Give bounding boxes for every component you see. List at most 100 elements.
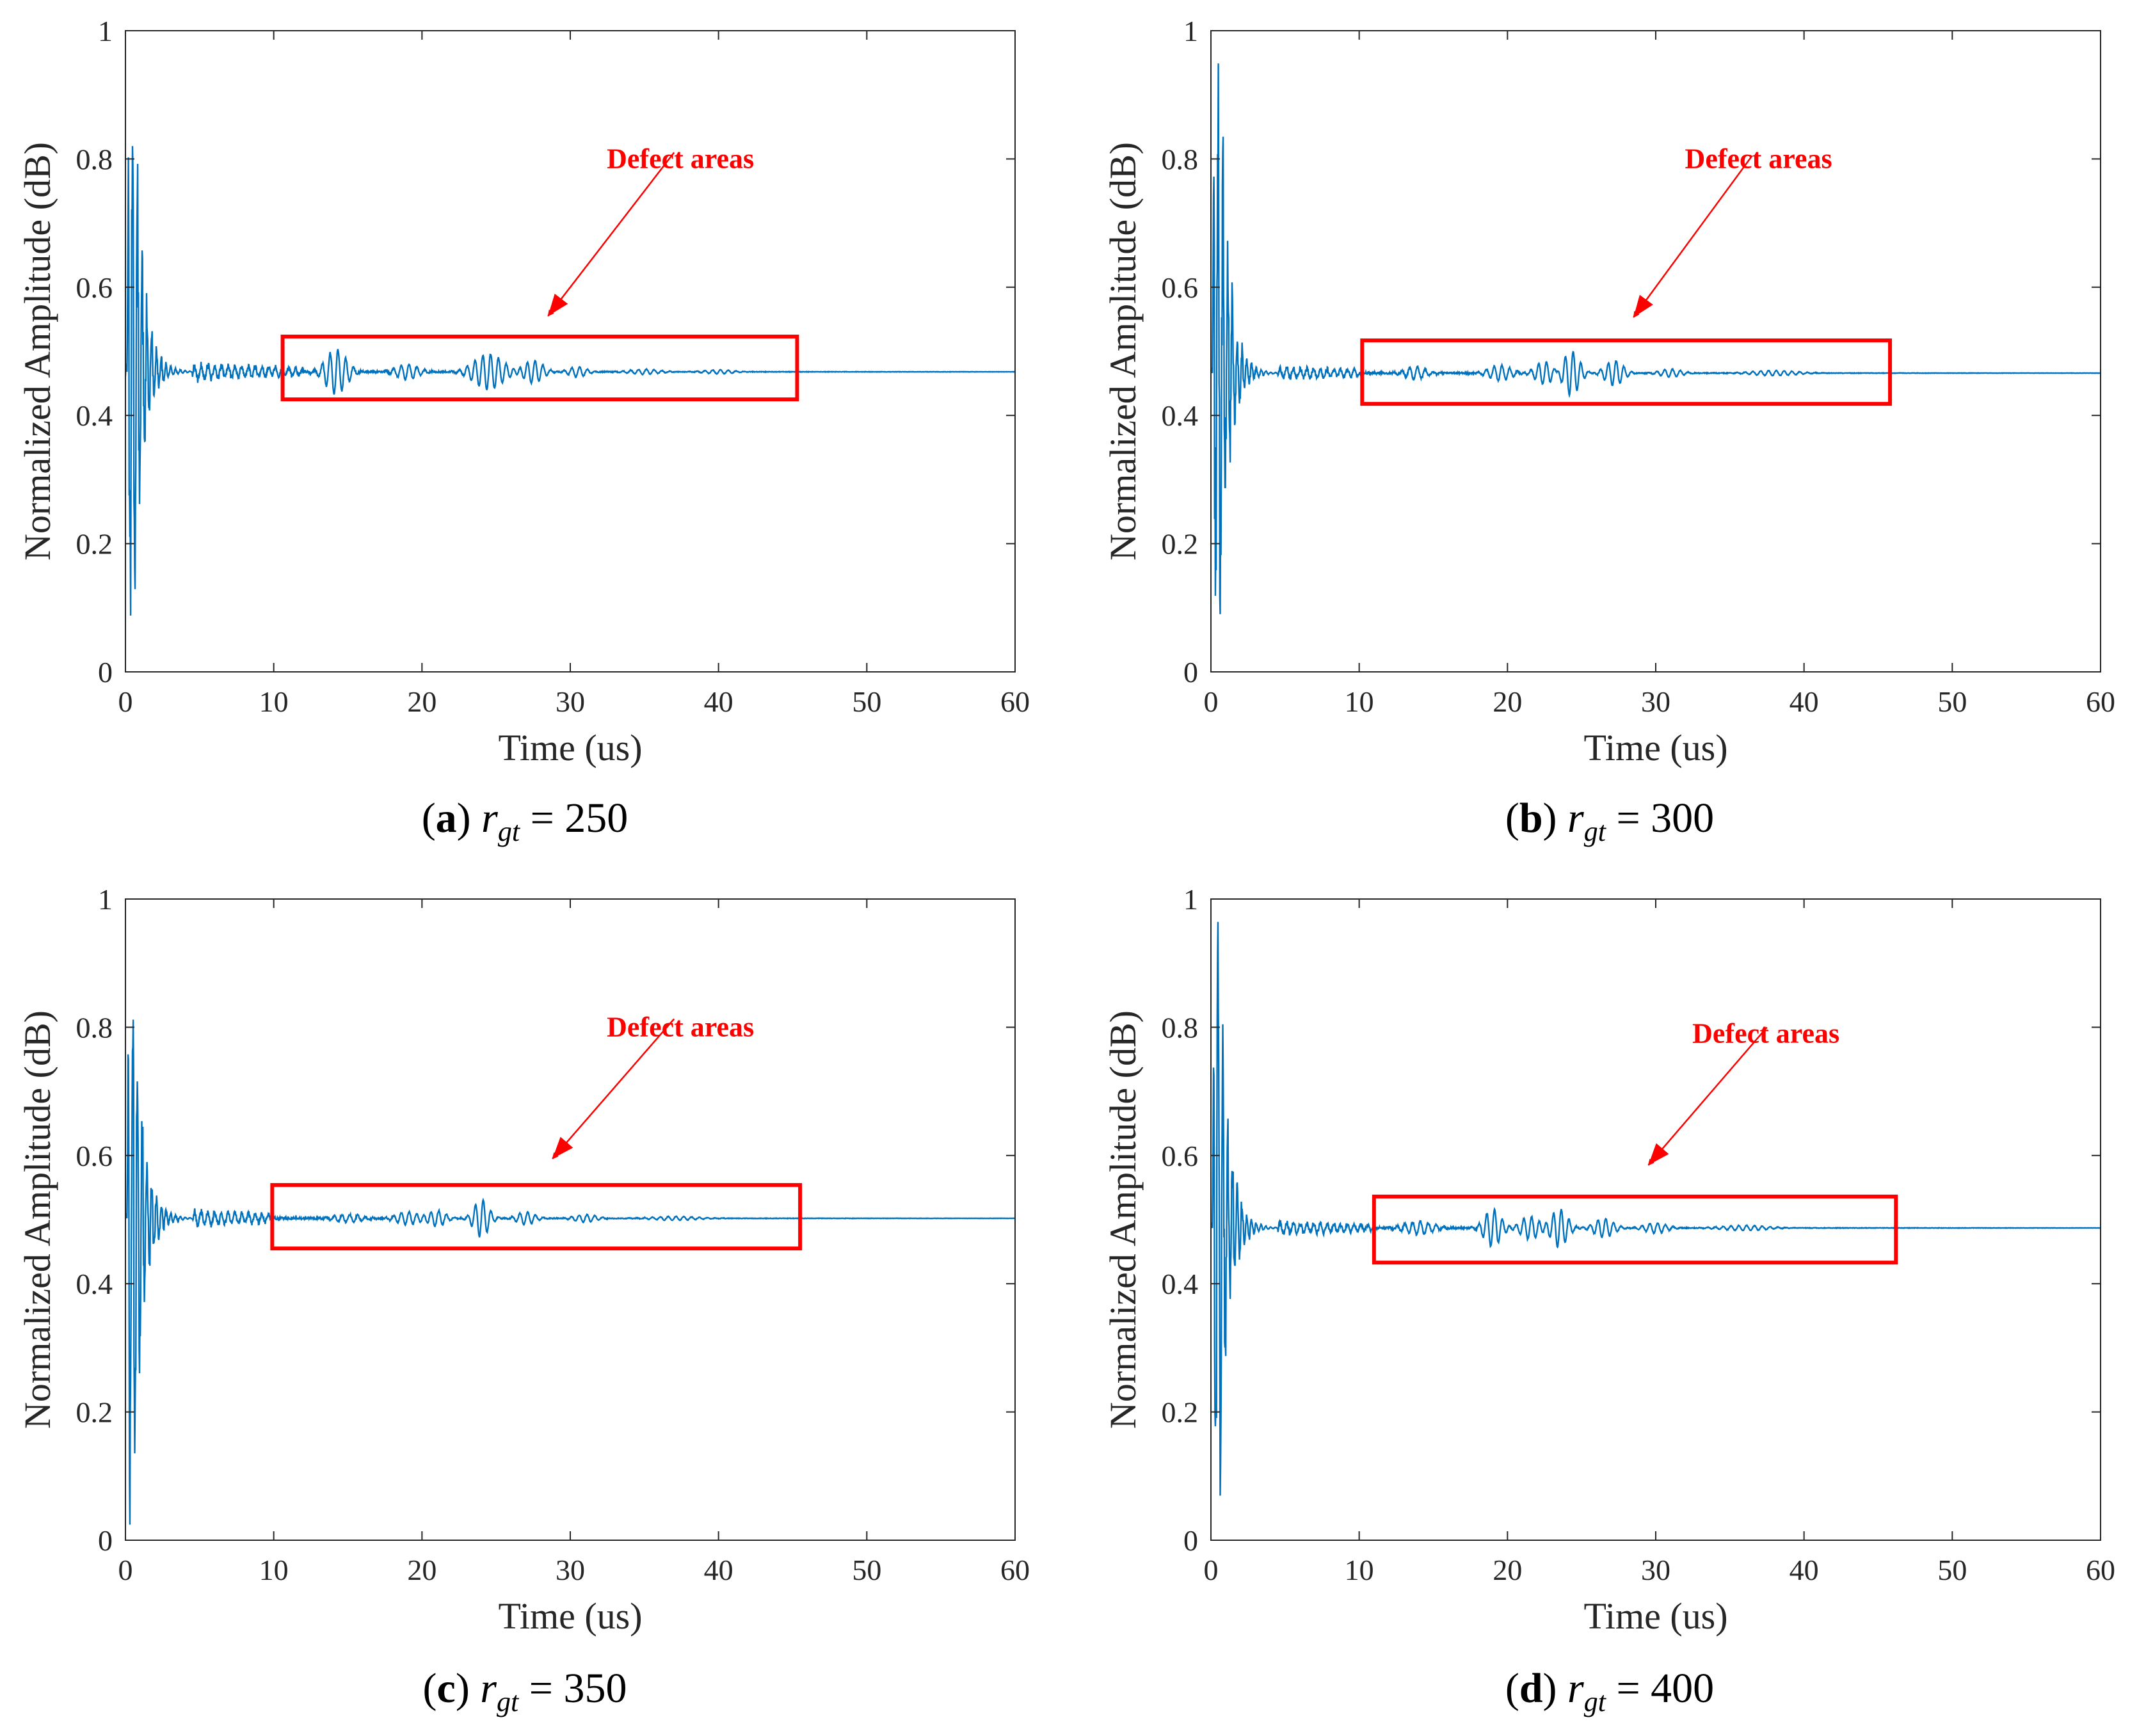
defect-areas-label: Defect areas — [607, 143, 754, 174]
caption-value: = 250 — [520, 795, 628, 841]
x-tick-label: 50 — [1937, 685, 1967, 718]
x-tick-label: 50 — [852, 685, 881, 718]
caption-close-paren: ) — [457, 795, 481, 841]
x-tick-label: 40 — [704, 1554, 733, 1586]
defect-arrow — [1647, 1026, 1768, 1166]
y-tick-label: 0.2 — [1162, 528, 1199, 561]
caption-letter: c — [437, 1665, 456, 1712]
panel-caption: (d) rgt = 400 — [1505, 1665, 1714, 1717]
y-tick-label: 0.8 — [76, 143, 113, 175]
defect-area-box — [280, 334, 799, 402]
x-tick-label: 30 — [556, 1554, 585, 1586]
caption-letter: b — [1519, 795, 1543, 841]
x-tick-label: 10 — [259, 685, 289, 718]
defect-arrow — [547, 152, 675, 317]
x-tick-label: 60 — [1000, 1554, 1030, 1586]
defect-arrow — [552, 1018, 675, 1159]
caption-subscript: gt — [1584, 816, 1607, 847]
y-tick-label: 0 — [1183, 656, 1198, 689]
arrowhead-icon — [1633, 294, 1653, 317]
panel-caption: (c) rgt = 350 — [423, 1665, 627, 1717]
signal-line — [1211, 921, 2101, 1496]
caption-variable: r — [481, 795, 498, 841]
x-tick-label: 10 — [1345, 1554, 1374, 1586]
x-tick-label: 10 — [259, 1554, 289, 1586]
y-tick-label: 1 — [1183, 15, 1198, 47]
defect-areas-label: Defect areas — [1692, 1017, 1839, 1049]
x-tick-label: 30 — [1641, 1554, 1670, 1586]
caption-letter: a — [436, 795, 457, 841]
caption-subscript: gt — [1584, 1686, 1607, 1717]
arrowhead-icon — [548, 294, 568, 316]
y-tick-label: 1 — [1183, 883, 1198, 916]
x-tick-label: 40 — [1790, 1554, 1819, 1586]
plot-area — [125, 31, 1015, 672]
signal-line — [125, 146, 1015, 616]
defect-areas-label: Defect areas — [607, 1011, 754, 1042]
y-tick-label: 1 — [98, 15, 113, 47]
y-tick-label: 0.2 — [76, 1396, 113, 1429]
defect-area-box — [1360, 338, 1893, 406]
x-tick-label: 0 — [1204, 685, 1219, 718]
x-tick-label: 20 — [1493, 1554, 1522, 1586]
caption-open-paren: ( — [1505, 1665, 1519, 1712]
x-axis-title: Time (us) — [1583, 727, 1727, 768]
y-tick-label: 0.6 — [1162, 271, 1199, 304]
y-tick-label: 0 — [98, 656, 113, 689]
y-tick-label: 0 — [1183, 1524, 1198, 1557]
plot-area — [1211, 31, 2101, 672]
caption-variable: r — [1567, 795, 1584, 841]
y-tick-label: 0 — [98, 1524, 113, 1557]
x-axis-title: Time (us) — [498, 1595, 642, 1637]
y-tick-label: 0.6 — [1162, 1140, 1199, 1172]
y-tick-label: 0.6 — [76, 1140, 113, 1172]
y-tick-label: 0.2 — [1162, 1396, 1199, 1429]
caption-letter: d — [1519, 1665, 1543, 1712]
x-tick-label: 60 — [2086, 685, 2115, 718]
caption-value: = 300 — [1606, 795, 1714, 841]
panel-caption: (a) rgt = 250 — [422, 795, 629, 847]
defect-area-box — [270, 1183, 803, 1251]
signal-line — [1211, 63, 2101, 614]
y-tick-label: 0.8 — [1162, 143, 1199, 175]
x-tick-label: 20 — [407, 685, 436, 718]
chart-panel-c: 0 10 20 30 40 50 60 0 0.2 0.4 0.6 0.8 1 Time (us) Norm… — [17, 883, 1030, 1717]
y-tick-label: 1 — [98, 883, 113, 916]
caption-variable: r — [1567, 1665, 1584, 1712]
defect-areas-label: Defect areas — [1685, 143, 1832, 174]
chart-panel-a: 0 10 20 30 40 50 60 0 0.2 0.4 0.6 0.8 1 Time (us) Norm… — [17, 15, 1030, 847]
y-tick-label: 0.6 — [76, 271, 113, 304]
y-axis-title: Normalized Amplitude (dB) — [1102, 142, 1144, 561]
x-tick-label: 40 — [1790, 685, 1819, 718]
x-tick-label: 30 — [1641, 685, 1670, 718]
y-tick-label: 0.4 — [1162, 399, 1199, 432]
defect-arrow — [1633, 155, 1753, 318]
x-axis-title: Time (us) — [498, 727, 642, 768]
y-axis-title: Normalized Amplitude (dB) — [1102, 1010, 1144, 1429]
plot-area — [1211, 899, 2101, 1540]
panel-caption: (b) rgt = 300 — [1505, 795, 1714, 847]
x-tick-label: 0 — [118, 685, 133, 718]
caption-close-paren: ) — [1543, 1665, 1567, 1712]
arrowhead-icon — [552, 1136, 573, 1159]
caption-subscript: gt — [498, 816, 521, 847]
x-tick-label: 60 — [2086, 1554, 2115, 1586]
caption-subscript: gt — [497, 1686, 520, 1717]
y-axis-title: Normalized Amplitude (dB) — [17, 142, 58, 561]
caption-open-paren: ( — [1505, 795, 1519, 841]
caption-open-paren: ( — [423, 1665, 437, 1712]
x-tick-label: 30 — [556, 685, 585, 718]
caption-open-paren: ( — [422, 795, 436, 841]
x-tick-label: 20 — [407, 1554, 436, 1586]
defect-area-box — [1372, 1194, 1898, 1265]
x-tick-label: 0 — [1204, 1554, 1219, 1586]
arrowhead-icon — [1648, 1143, 1669, 1165]
y-tick-label: 0.4 — [76, 1268, 113, 1300]
x-tick-label: 50 — [1937, 1554, 1967, 1586]
x-tick-label: 50 — [852, 1554, 881, 1586]
y-tick-label: 0.8 — [76, 1011, 113, 1044]
caption-variable: r — [480, 1665, 497, 1712]
y-tick-label: 0.4 — [76, 399, 113, 432]
caption-value: = 350 — [518, 1665, 627, 1712]
